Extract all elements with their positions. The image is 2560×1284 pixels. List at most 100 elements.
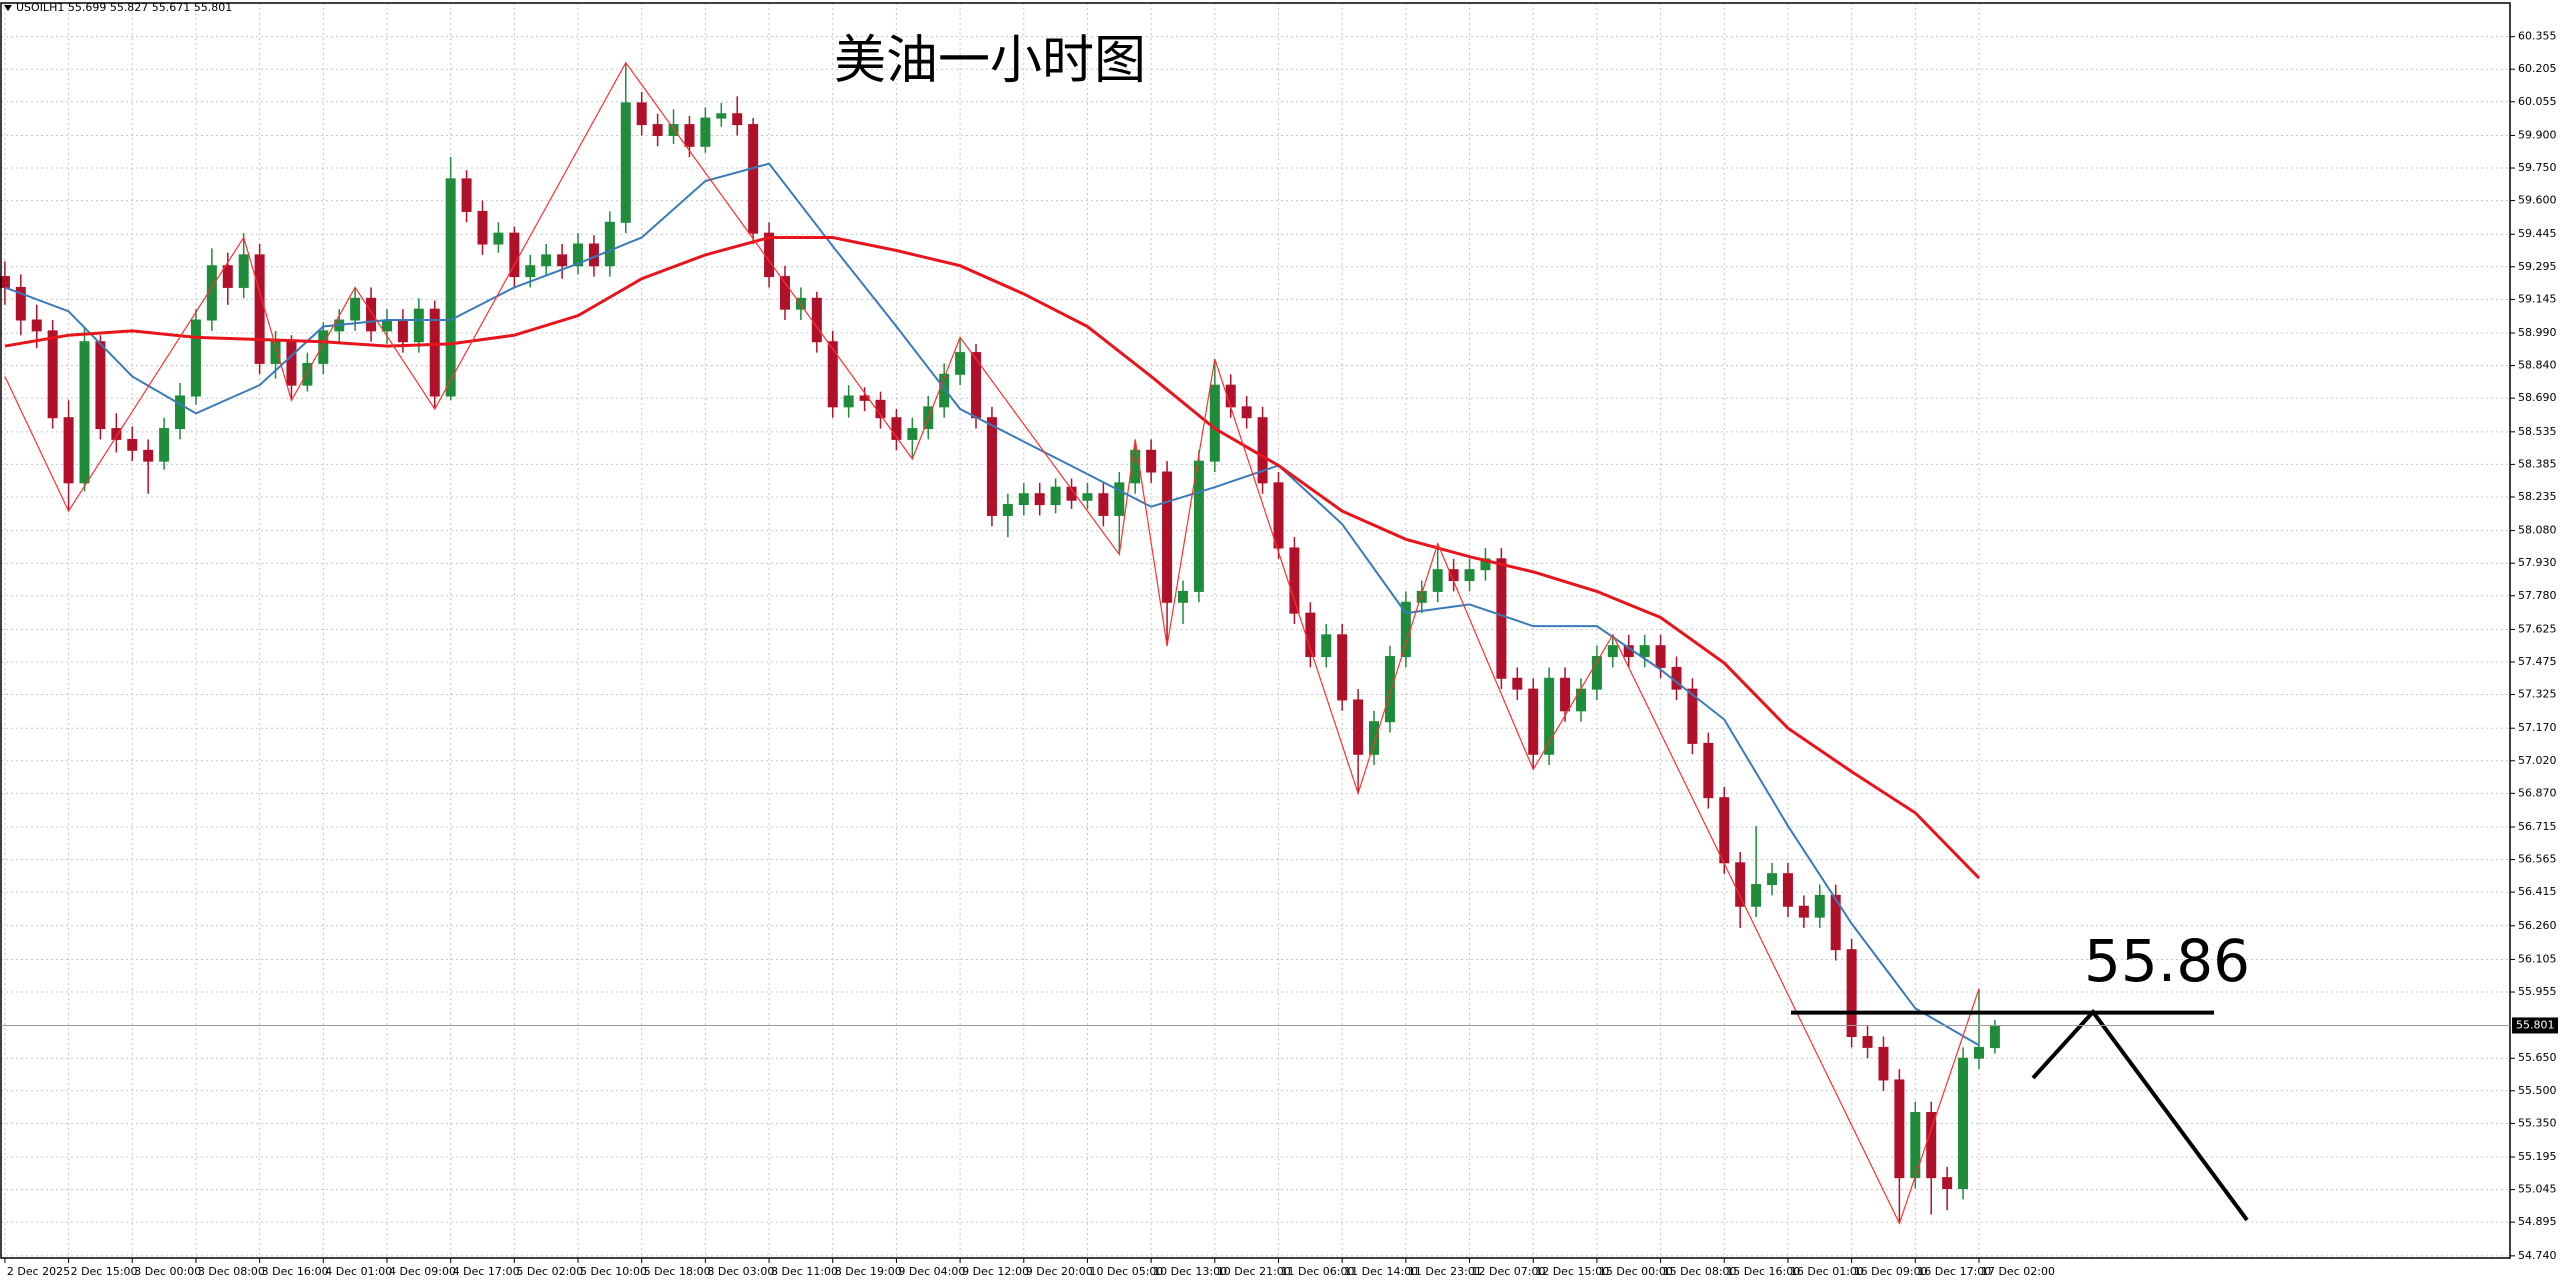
candle-body <box>1193 460 1204 592</box>
candle-body <box>1719 797 1730 864</box>
candle-body <box>1894 1079 1905 1179</box>
candle-body <box>143 449 154 462</box>
x-tick-label: 5 Dec 02:00 <box>516 1265 583 1278</box>
y-tick-label: 56.715 <box>2518 820 2557 833</box>
candle-body <box>350 297 361 321</box>
candle-body <box>1369 721 1380 755</box>
candle-body <box>47 330 58 419</box>
candle-body <box>127 438 138 451</box>
candle-body <box>1671 666 1682 690</box>
candle-body <box>302 362 313 386</box>
x-tick-label: 8 Dec 11:00 <box>771 1265 838 1278</box>
candle-body <box>509 232 520 278</box>
y-tick-label: 55.045 <box>2518 1183 2557 1196</box>
y-tick-label: 58.385 <box>2518 457 2557 470</box>
candle-body <box>843 395 854 408</box>
candle-body <box>190 319 201 397</box>
y-tick-label: 55.650 <box>2518 1051 2557 1064</box>
candle-body <box>1958 1057 1969 1190</box>
candle-body <box>1575 688 1586 712</box>
candle-body <box>477 210 488 245</box>
y-tick-label: 57.475 <box>2518 655 2557 668</box>
candle-body <box>1098 493 1109 516</box>
x-tick-label: 8 Dec 19:00 <box>835 1265 902 1278</box>
candle-body <box>1512 677 1523 690</box>
y-tick-label: 59.750 <box>2518 161 2557 174</box>
candle-body <box>1703 742 1714 799</box>
candle-body <box>270 341 281 364</box>
candle-body <box>1480 558 1491 571</box>
chart-title: 美油一小时图 <box>834 31 1146 91</box>
candle-body <box>1257 417 1268 484</box>
candle-body <box>1878 1046 1889 1081</box>
y-tick-label: 54.740 <box>2518 1249 2557 1262</box>
y-tick-label: 59.295 <box>2518 260 2557 273</box>
candle-body <box>1432 569 1443 592</box>
candle-body <box>1050 486 1061 506</box>
candle-body <box>175 395 186 430</box>
y-tick-label: 56.415 <box>2518 885 2557 898</box>
candle-body <box>1830 894 1841 951</box>
x-tick-label: 15 Dec 08:00 <box>1663 1265 1737 1278</box>
y-tick-label: 57.020 <box>2518 754 2557 767</box>
candle-body <box>206 265 217 321</box>
y-tick-label: 55.500 <box>2518 1084 2557 1097</box>
x-tick-label: 3 Dec 16:00 <box>262 1265 329 1278</box>
y-tick-label: 57.325 <box>2518 688 2557 701</box>
y-tick-label: 57.625 <box>2518 622 2557 635</box>
candle-body <box>1353 699 1364 755</box>
x-tick-label: 4 Dec 09:00 <box>389 1265 456 1278</box>
candle-body <box>1814 894 1825 918</box>
candle-body <box>238 254 249 288</box>
candle-body <box>573 243 584 267</box>
x-tick-label: 2 Dec 15:00 <box>71 1265 138 1278</box>
x-tick-label: 11 Dec 23:01 <box>1408 1265 1482 1278</box>
menu-icon[interactable] <box>4 5 12 11</box>
candle-body <box>557 254 568 267</box>
candle-body <box>1209 384 1220 462</box>
y-tick-label: 56.565 <box>2518 853 2557 866</box>
candle-body <box>1735 862 1746 907</box>
candle-body <box>1989 1024 2000 1049</box>
marks <box>0 61 2000 1225</box>
candle-body <box>1926 1112 1937 1179</box>
header: USOILH1 55.699 55.827 55.671 55.801 <box>16 1 232 14</box>
candle-body <box>1146 449 1157 473</box>
y-tick-label: 58.690 <box>2518 391 2557 404</box>
candle-body <box>1082 493 1093 501</box>
x-tick-label: 4 Dec 01:00 <box>325 1265 392 1278</box>
y-tick-label: 56.260 <box>2518 919 2557 932</box>
x-tick-label: 9 Dec 12:00 <box>962 1265 1029 1278</box>
candle-body <box>604 221 615 267</box>
candle-body <box>31 319 42 332</box>
x-tick-label: 10 Dec 13:00 <box>1153 1265 1227 1278</box>
y-tick-label: 58.840 <box>2518 359 2557 372</box>
x-tick-label: 10 Dec 21:00 <box>1217 1265 1291 1278</box>
x-tick-label: 16 Dec 09:00 <box>1854 1265 1928 1278</box>
candle-body <box>1687 688 1698 744</box>
candle-body <box>907 428 918 440</box>
candle-body <box>1416 590 1427 603</box>
y-tick-label: 58.235 <box>2518 490 2557 503</box>
x-tick-label: 9 Dec 20:00 <box>1026 1265 1093 1278</box>
candle-body <box>461 178 472 212</box>
candle-body <box>636 102 647 126</box>
candle-body <box>541 254 552 267</box>
candle-body <box>159 428 170 462</box>
last-price-box <box>2512 1017 2558 1034</box>
candle-body <box>1162 471 1173 603</box>
candle-body <box>1942 1177 1953 1190</box>
x-tick-label: 15 Dec 16:00 <box>1726 1265 1800 1278</box>
candle-body <box>652 124 663 136</box>
y-tick-label: 59.445 <box>2518 227 2557 240</box>
candle-body <box>1034 493 1045 506</box>
candle-body <box>1846 949 1857 1038</box>
candle-body <box>445 178 456 397</box>
y-tick-label: 60.055 <box>2518 95 2557 108</box>
y-tick-label: 57.780 <box>2518 589 2557 602</box>
candle-body <box>795 297 806 310</box>
candle-body <box>1241 406 1252 419</box>
x-tick-label: 15 Dec 00:00 <box>1599 1265 1673 1278</box>
candle-body <box>891 417 902 440</box>
